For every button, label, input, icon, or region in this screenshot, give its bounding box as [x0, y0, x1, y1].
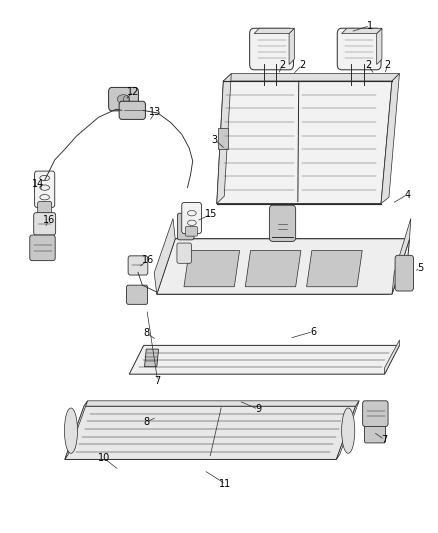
FancyBboxPatch shape: [359, 79, 368, 88]
Text: 9: 9: [255, 405, 261, 414]
FancyBboxPatch shape: [363, 401, 388, 426]
Polygon shape: [254, 28, 294, 34]
Text: 12: 12: [127, 87, 140, 96]
Polygon shape: [129, 345, 399, 374]
Text: 10: 10: [98, 454, 110, 463]
Text: 15: 15: [205, 209, 217, 219]
Text: 2: 2: [299, 60, 305, 70]
FancyBboxPatch shape: [346, 79, 356, 88]
Polygon shape: [385, 340, 399, 374]
Polygon shape: [84, 401, 359, 406]
Polygon shape: [336, 401, 359, 459]
FancyBboxPatch shape: [259, 79, 268, 88]
FancyBboxPatch shape: [128, 256, 148, 275]
Polygon shape: [154, 219, 175, 294]
Polygon shape: [245, 251, 301, 287]
FancyBboxPatch shape: [250, 28, 293, 70]
Polygon shape: [65, 406, 356, 459]
FancyBboxPatch shape: [364, 424, 385, 443]
FancyBboxPatch shape: [109, 87, 138, 111]
FancyBboxPatch shape: [35, 171, 55, 207]
FancyBboxPatch shape: [34, 213, 56, 235]
Text: 8: 8: [144, 328, 150, 338]
Polygon shape: [307, 251, 362, 287]
Ellipse shape: [124, 96, 129, 102]
Text: 16: 16: [142, 255, 154, 265]
Text: 5: 5: [417, 263, 424, 272]
FancyBboxPatch shape: [185, 227, 198, 236]
Ellipse shape: [64, 408, 78, 453]
Text: 11: 11: [219, 479, 232, 489]
FancyBboxPatch shape: [337, 28, 381, 70]
FancyBboxPatch shape: [38, 201, 52, 215]
Polygon shape: [217, 81, 392, 204]
Ellipse shape: [342, 408, 355, 453]
Text: 8: 8: [144, 417, 150, 427]
Polygon shape: [173, 239, 410, 273]
Text: 7: 7: [381, 435, 388, 445]
Polygon shape: [381, 74, 399, 204]
FancyBboxPatch shape: [177, 243, 191, 263]
FancyBboxPatch shape: [127, 285, 148, 304]
Polygon shape: [342, 28, 382, 34]
Polygon shape: [157, 273, 406, 294]
Polygon shape: [65, 401, 88, 459]
Text: 3: 3: [212, 135, 218, 144]
Polygon shape: [218, 128, 228, 149]
Text: 16: 16: [43, 215, 55, 224]
Ellipse shape: [117, 95, 130, 103]
Text: 2: 2: [279, 60, 286, 70]
Polygon shape: [145, 349, 159, 367]
Text: 7: 7: [155, 376, 161, 386]
Polygon shape: [377, 28, 382, 64]
Text: 1: 1: [367, 21, 373, 30]
FancyBboxPatch shape: [395, 255, 413, 291]
Text: 13: 13: [149, 107, 162, 117]
Text: 4: 4: [404, 190, 410, 199]
FancyBboxPatch shape: [119, 101, 145, 119]
Polygon shape: [223, 74, 399, 81]
Text: 14: 14: [32, 179, 45, 189]
Polygon shape: [184, 251, 240, 287]
FancyBboxPatch shape: [182, 203, 201, 233]
Text: 2: 2: [365, 60, 371, 70]
FancyBboxPatch shape: [269, 205, 296, 241]
FancyBboxPatch shape: [177, 213, 194, 240]
Text: 6: 6: [310, 327, 316, 336]
Polygon shape: [392, 219, 411, 294]
FancyBboxPatch shape: [271, 79, 281, 88]
Text: 2: 2: [385, 60, 391, 70]
Polygon shape: [217, 74, 231, 204]
Polygon shape: [289, 28, 294, 64]
FancyBboxPatch shape: [30, 235, 55, 261]
Polygon shape: [157, 239, 410, 294]
